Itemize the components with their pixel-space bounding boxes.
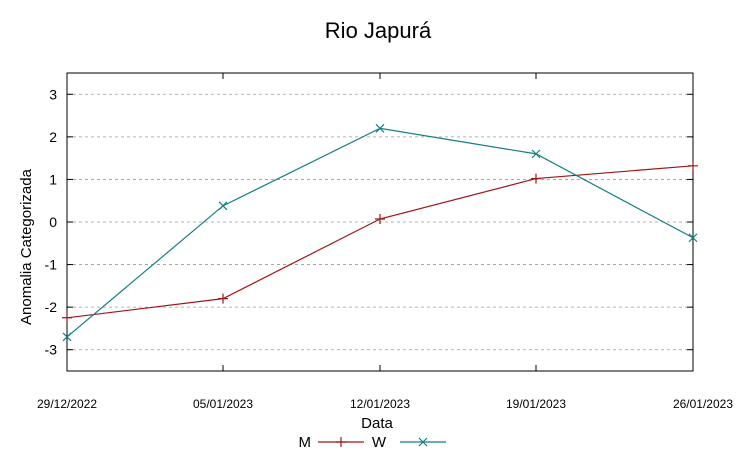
chart-title: Rio Japurá (325, 18, 432, 43)
data-point-w (62, 332, 72, 342)
series-group (62, 123, 698, 342)
legend-label-m: M (299, 434, 312, 451)
y-tick-label: 3 (49, 86, 57, 102)
y-tick-label: 2 (49, 129, 57, 145)
y-tick-label: 1 (49, 171, 57, 187)
data-point-m (688, 160, 698, 171)
data-point-m (62, 312, 72, 323)
legend: M W (299, 434, 446, 451)
y-tick-label: 0 (49, 214, 57, 230)
x-tick-label: 29/12/2022 (37, 397, 97, 411)
data-point-w (375, 123, 385, 133)
x-axis-label: Data (361, 415, 393, 432)
data-point-m (218, 293, 228, 304)
x-tick-label: 12/01/2023 (350, 397, 410, 411)
y-tick-label: -1 (45, 257, 58, 273)
legend-marker-w (418, 437, 428, 447)
x-tick-label: 19/01/2023 (506, 397, 566, 411)
y-axis-ticks: 3 2 1 0 -1 -2 -3 (45, 86, 693, 358)
data-point-w (531, 149, 541, 159)
y-axis-label: Anomalia Categorizada (18, 168, 35, 325)
y-tick-label: -2 (45, 299, 58, 315)
data-point-m (531, 173, 541, 184)
x-tick-label: 05/01/2023 (193, 397, 253, 411)
x-axis-ticks: 29/12/2022 05/01/2023 12/01/2023 19/01/2023… (37, 73, 733, 411)
legend-label-w: W (372, 434, 387, 451)
y-tick-label: -3 (45, 342, 58, 358)
data-point-w (688, 233, 698, 243)
series-line-m (66, 165, 694, 319)
legend-marker-m (336, 437, 346, 447)
x-tick-label: 26/01/2023 (673, 397, 733, 411)
data-point-w (218, 201, 228, 211)
data-point-m (375, 214, 385, 225)
